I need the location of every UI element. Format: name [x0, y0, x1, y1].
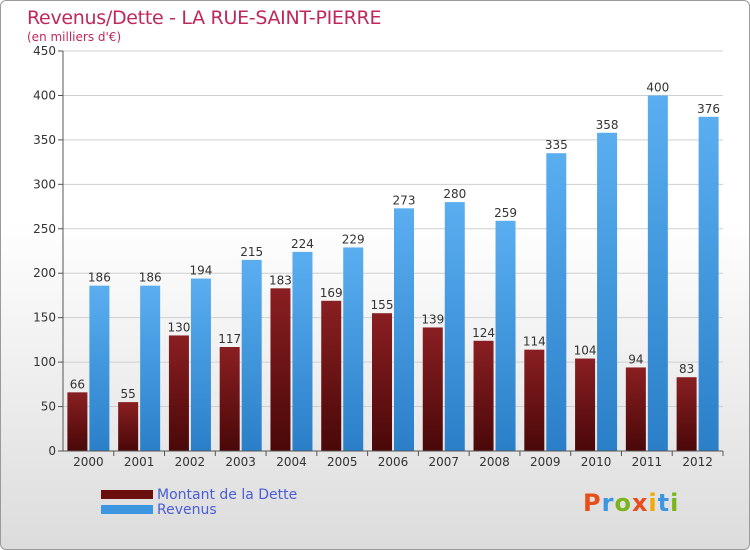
proxiti-logo: Proxiti — [583, 489, 679, 517]
data-label: 139 — [421, 312, 444, 326]
legend-item-debt: Montant de la Dette — [101, 486, 298, 503]
legend-swatch-revenus — [101, 505, 153, 514]
x-tick-label: 2010 — [581, 455, 612, 469]
bar-revenus — [495, 220, 516, 451]
data-label: 229 — [342, 232, 365, 246]
bar-revenus — [343, 247, 364, 451]
logo-letter: o — [614, 489, 632, 517]
bar-revenus — [292, 251, 313, 451]
bar-dette — [270, 288, 291, 451]
bar-revenus — [647, 95, 668, 451]
data-label: 114 — [523, 335, 546, 349]
data-label: 169 — [320, 286, 343, 300]
data-label: 186 — [139, 271, 162, 285]
logo-letter: i — [670, 489, 680, 517]
chart-subtitle: (en milliers d'€) — [27, 30, 122, 44]
bar-dette — [575, 358, 596, 451]
x-tick-label: 2007 — [428, 455, 459, 469]
bar-revenus — [444, 202, 465, 451]
bar-revenus — [597, 132, 618, 451]
data-label: 335 — [545, 138, 568, 152]
logo-letter: i — [648, 489, 658, 517]
y-tick-label: 200 — [33, 266, 56, 280]
bar-revenus — [190, 278, 211, 451]
x-tick-label: 2011 — [632, 455, 663, 469]
y-tick-label: 50 — [41, 400, 56, 414]
bar-revenus — [546, 153, 567, 451]
x-tick-label: 2004 — [276, 455, 307, 469]
bar-dette — [473, 340, 494, 451]
data-label: 183 — [269, 273, 292, 287]
data-label: 259 — [494, 206, 517, 220]
logo-letter: x — [631, 489, 649, 517]
bar-revenus — [140, 285, 161, 451]
data-label: 55 — [121, 387, 136, 401]
data-label: 400 — [646, 80, 669, 94]
x-tick-label: 2003 — [225, 455, 256, 469]
data-label: 66 — [70, 377, 85, 391]
bar-revenus — [241, 259, 262, 451]
data-label: 83 — [679, 362, 694, 376]
x-tick-label: 2009 — [530, 455, 561, 469]
y-tick-label: 300 — [33, 177, 56, 191]
x-tick-label: 2001 — [124, 455, 155, 469]
chart-title: Revenus/Dette - LA RUE-SAINT-PIERRE — [27, 7, 382, 29]
legend-item-revenus: Revenus — [101, 501, 297, 518]
data-label: 124 — [472, 326, 495, 340]
bar-dette — [625, 367, 646, 451]
data-label: 273 — [393, 193, 416, 207]
bar-dette — [168, 335, 189, 451]
data-label: 155 — [371, 298, 394, 312]
y-tick-label: 450 — [33, 44, 56, 58]
data-label: 215 — [240, 245, 263, 259]
x-tick-label: 2006 — [378, 455, 409, 469]
data-label: 186 — [88, 271, 111, 285]
bar-revenus — [394, 208, 414, 451]
legend-label-debt: Montant de la Dette — [157, 486, 298, 503]
bar-dette — [524, 349, 545, 451]
y-tick-label: 350 — [33, 133, 56, 147]
bar-revenus — [89, 285, 110, 451]
x-tick-label: 2005 — [327, 455, 358, 469]
data-label: 130 — [167, 320, 190, 334]
bar-dette — [67, 392, 88, 451]
x-tick-label: 2008 — [479, 455, 510, 469]
bar-dette — [321, 300, 342, 451]
y-tick-label: 150 — [33, 311, 56, 325]
data-label: 224 — [291, 237, 314, 251]
bar-dette — [422, 327, 443, 451]
bar-revenus — [698, 116, 719, 452]
y-tick-label: 100 — [33, 355, 56, 369]
bar-dette — [219, 347, 240, 451]
logo-letter: P — [583, 489, 602, 517]
bar-dette — [118, 402, 139, 451]
x-tick-label: 2012 — [682, 455, 713, 469]
legend-label-revenus: Revenus — [157, 501, 217, 518]
data-label: 194 — [189, 264, 212, 278]
data-label: 104 — [574, 344, 597, 358]
y-tick-label: 400 — [33, 88, 56, 102]
legend: Montant de la Dette Revenus — [101, 486, 298, 518]
data-label: 358 — [596, 118, 619, 132]
data-label: 117 — [218, 332, 241, 346]
data-label: 94 — [628, 352, 643, 366]
y-tick-label: 250 — [33, 222, 56, 236]
bar-dette — [676, 377, 697, 451]
data-label: 376 — [697, 102, 720, 116]
logo-letter: t — [657, 489, 671, 517]
x-tick-label: 2002 — [175, 455, 206, 469]
bar-dette — [372, 313, 392, 451]
y-tick-label: 0 — [48, 444, 56, 458]
legend-swatch-debt — [101, 490, 153, 499]
logo-letter: r — [601, 489, 615, 517]
x-tick-label: 2000 — [73, 455, 104, 469]
data-label: 280 — [443, 187, 466, 201]
